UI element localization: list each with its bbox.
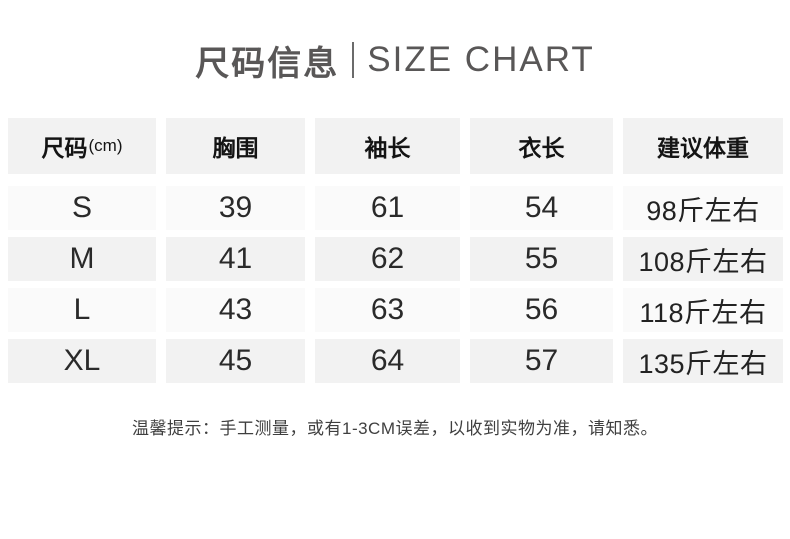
weight-cell: 135斤左右 xyxy=(623,339,783,383)
page-title-en: SIZE CHART xyxy=(367,40,595,79)
bust-cell: 39 xyxy=(166,186,305,230)
bust-cell: 45 xyxy=(166,339,305,383)
header-size-unit: (cm) xyxy=(88,136,123,155)
size-cell: S xyxy=(8,186,156,230)
page-title-cn: 尺码信息 xyxy=(195,44,340,83)
sleeve-cell: 64 xyxy=(315,339,460,383)
weight-cell: 118斤左右 xyxy=(623,288,783,332)
size-chart-page: { "title": { "cn": "尺码信息", "en": "SIZE C… xyxy=(0,40,790,539)
sleeve-cell: 61 xyxy=(315,186,460,230)
length-cell: 57 xyxy=(470,339,613,383)
weight-cell: 108斤左右 xyxy=(623,237,783,281)
bust-cell: 41 xyxy=(166,237,305,281)
table-row-l: L 43 63 56 118斤左右 xyxy=(8,288,783,332)
header-cell-size: 尺码 (cm) xyxy=(8,118,156,174)
header-cell-sleeve: 袖长 xyxy=(315,118,460,174)
title-divider xyxy=(352,42,355,78)
table-row-s: S 39 61 54 98斤左右 xyxy=(8,186,783,230)
header-cell-length: 衣长 xyxy=(470,118,613,174)
header-cell-weight: 建议体重 xyxy=(623,118,783,174)
header-size-label: 尺码 xyxy=(41,135,88,161)
size-cell: XL xyxy=(8,339,156,383)
length-cell: 54 xyxy=(470,186,613,230)
table-row-xl: XL 45 64 57 135斤左右 xyxy=(8,339,783,383)
page-title: 尺码信息 SIZE CHART xyxy=(0,40,790,83)
sleeve-cell: 62 xyxy=(315,237,460,281)
table-header-row: 尺码 (cm) 胸围 袖长 衣长 建议体重 xyxy=(8,118,783,174)
size-cell: M xyxy=(8,237,156,281)
sleeve-cell: 63 xyxy=(315,288,460,332)
size-table: 尺码 (cm) 胸围 袖长 衣长 建议体重 S 39 61 54 98斤左右 M … xyxy=(8,118,783,383)
size-cell: L xyxy=(8,288,156,332)
table-row-m: M 41 62 55 108斤左右 xyxy=(8,237,783,281)
bust-cell: 43 xyxy=(166,288,305,332)
weight-cell: 98斤左右 xyxy=(623,186,783,230)
length-cell: 56 xyxy=(470,288,613,332)
measurement-disclaimer: 温馨提示：手工测量，或有1-3CM误差，以收到实物为准，请知悉。 xyxy=(131,419,658,438)
length-cell: 55 xyxy=(470,237,613,281)
header-cell-bust: 胸围 xyxy=(166,118,305,174)
